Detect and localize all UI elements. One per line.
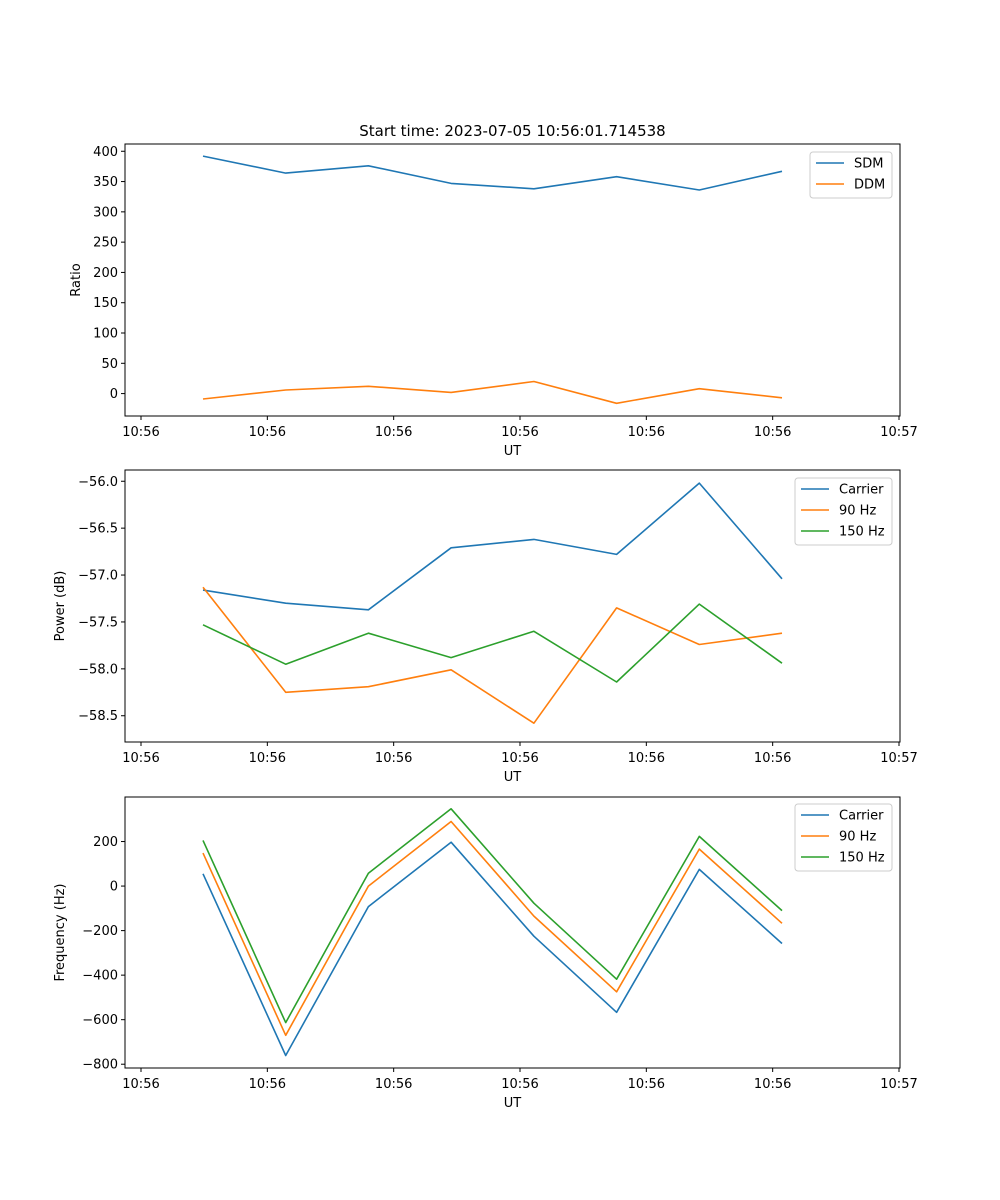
- x-tick-label: 10:56: [122, 751, 159, 766]
- y-tick-label: −400: [82, 969, 118, 984]
- x-tick-label: 10:56: [501, 1077, 538, 1092]
- y-tick-label: 250: [93, 236, 118, 251]
- x-axis-label: UT: [504, 1096, 522, 1111]
- series-line-ddm: [202, 380, 783, 405]
- series-line-carrier: [202, 841, 783, 1057]
- legend-entry: DDM: [854, 178, 885, 193]
- y-tick-label: 0: [110, 880, 118, 895]
- y-axis-label: Ratio: [69, 263, 84, 296]
- legend-entry: Carrier: [839, 809, 884, 824]
- y-tick-label: 50: [101, 357, 118, 372]
- x-tick-label: 10:56: [754, 425, 791, 440]
- legend-entry: 90 Hz: [839, 830, 876, 845]
- legend-entry: 90 Hz: [839, 504, 876, 519]
- legend-entry: 150 Hz: [839, 851, 885, 866]
- y-tick-label: 300: [93, 205, 118, 220]
- x-tick-label: 10:56: [501, 425, 538, 440]
- x-axis-label: UT: [504, 444, 522, 459]
- series-line-150-hz: [202, 807, 783, 1024]
- y-tick-label: 400: [93, 145, 118, 160]
- x-tick-label: 10:56: [375, 425, 412, 440]
- series-line-90-hz: [202, 820, 783, 1037]
- y-tick-label: −600: [82, 1013, 118, 1028]
- x-tick-label: 10:56: [249, 751, 286, 766]
- y-tick-label: −57.0: [78, 569, 118, 584]
- power-panel: −58.5 −58.0 −57.5 −57.0 −56.5 −56.0 10:56 10:56…: [53, 469, 918, 785]
- y-tick-label: −58.0: [78, 662, 118, 677]
- y-tick-label: −800: [82, 1058, 118, 1073]
- legend-entry: Carrier: [839, 483, 884, 498]
- y-tick-label: −57.5: [78, 615, 118, 630]
- x-tick-label: 10:56: [375, 1077, 412, 1092]
- plot-frame: [124, 469, 901, 743]
- y-tick-label: 350: [93, 175, 118, 190]
- x-tick-label: 10:56: [628, 1077, 665, 1092]
- y-tick-label: −56.0: [78, 475, 118, 490]
- x-axis-label: UT: [504, 770, 522, 785]
- x-tick-label: 10:56: [122, 1077, 159, 1092]
- series-line-carrier: [202, 482, 783, 611]
- y-tick-label: 200: [93, 835, 118, 850]
- ratio-panel: Start time: 2023-07-05 10:56:01.714538 0 5…: [69, 122, 918, 459]
- x-tick-label: 10:56: [501, 751, 538, 766]
- legend-box: [794, 803, 893, 872]
- x-tick-label: 10:56: [249, 425, 286, 440]
- legend-entry: SDM: [854, 157, 883, 172]
- series-line-150-hz: [202, 603, 783, 683]
- x-tick-label: 10:56: [122, 425, 159, 440]
- series-line-90-hz: [202, 586, 783, 725]
- x-tick-label: 10:56: [249, 1077, 286, 1092]
- plot-frame: [124, 143, 901, 417]
- y-tick-label: 100: [93, 327, 118, 342]
- x-tick-label: 10:56: [754, 751, 791, 766]
- x-tick-label: 10:56: [628, 751, 665, 766]
- x-tick-label: 10:57: [880, 751, 917, 766]
- series-line-sdm: [202, 155, 783, 191]
- plot-frame: [124, 796, 901, 1069]
- y-tick-label: −56.5: [78, 522, 118, 537]
- x-tick-label: 10:57: [880, 1077, 917, 1092]
- y-tick-label: 200: [93, 266, 118, 281]
- x-tick-label: 10:56: [375, 751, 412, 766]
- frequency-panel: −800 −600 −400 −200 0 200 10:56 10:56 10:56 10:56…: [53, 796, 918, 1111]
- y-axis-label: Power (dB): [53, 571, 68, 642]
- y-axis-label: Frequency (Hz): [53, 883, 68, 981]
- legend-entry: 150 Hz: [839, 525, 885, 540]
- chart-title: Start time: 2023-07-05 10:56:01.714538: [359, 122, 665, 140]
- x-tick-label: 10:56: [754, 1077, 791, 1092]
- legend-box: [794, 477, 893, 546]
- y-tick-label: −58.5: [78, 709, 118, 724]
- x-tick-label: 10:57: [880, 425, 917, 440]
- y-tick-label: 0: [110, 387, 118, 402]
- y-tick-label: −200: [82, 924, 118, 939]
- y-tick-label: 150: [93, 296, 118, 311]
- x-tick-label: 10:56: [628, 425, 665, 440]
